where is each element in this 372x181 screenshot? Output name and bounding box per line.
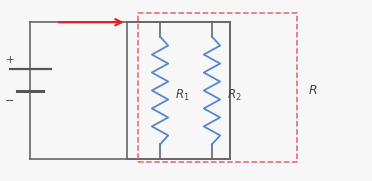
Text: −: − <box>5 96 15 106</box>
Text: $R$: $R$ <box>308 84 318 97</box>
Text: $R_1$: $R_1$ <box>175 88 189 103</box>
Bar <box>138 13 297 162</box>
Text: $R_2$: $R_2$ <box>227 88 241 103</box>
Text: +: + <box>6 55 14 65</box>
